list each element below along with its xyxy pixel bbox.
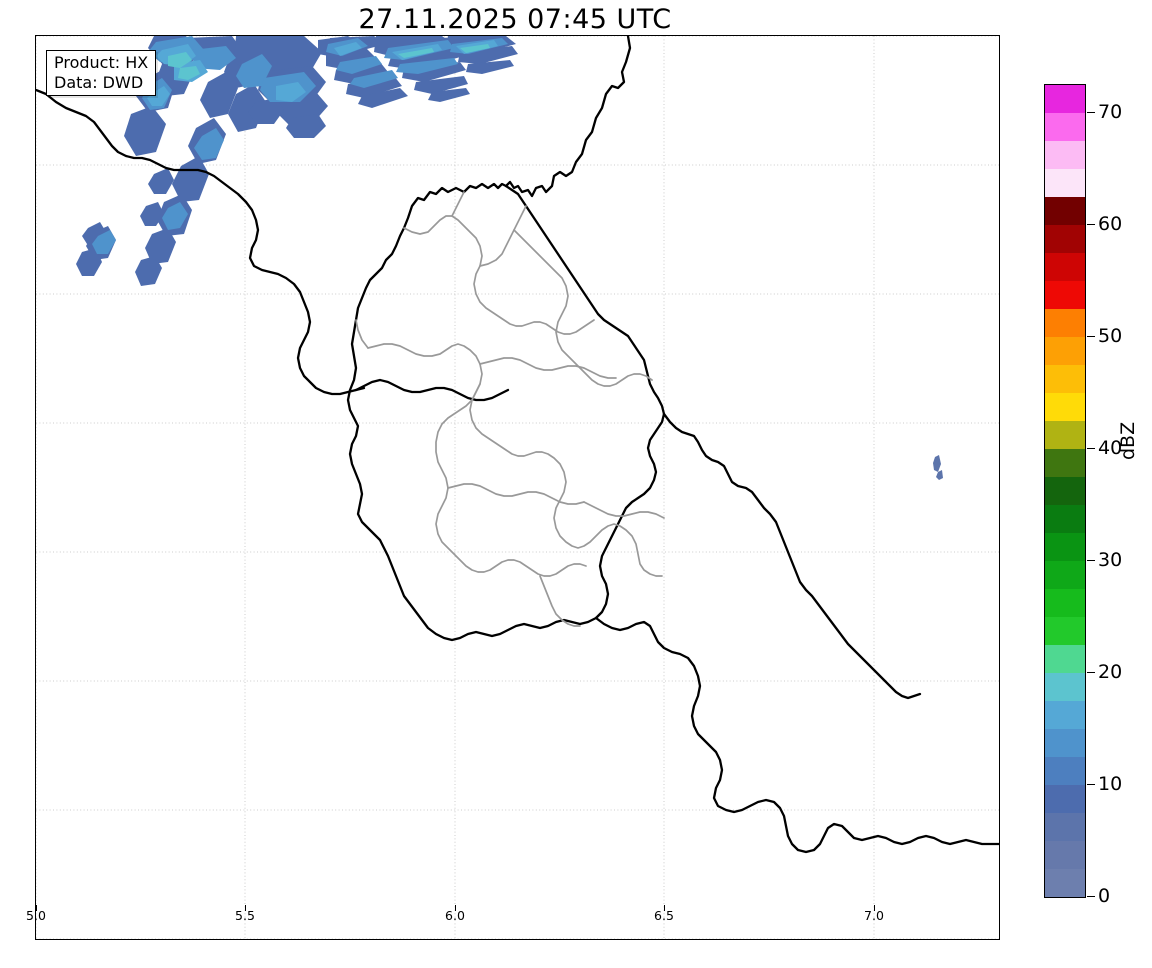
- colorbar-tick-label: 60: [1098, 213, 1123, 235]
- colorbar-tick-label: 20: [1098, 661, 1123, 683]
- colorbar-band: [1045, 869, 1085, 897]
- colorbar-band: [1045, 785, 1085, 813]
- colorbar: [1044, 84, 1086, 898]
- colorbar-tick-label: 10: [1098, 773, 1123, 795]
- colorbar-tick-label: 30: [1098, 549, 1123, 571]
- district-borders: [355, 191, 665, 627]
- colorbar-band: [1045, 169, 1085, 197]
- y-tick-mark: [35, 165, 36, 166]
- x-tick-label: 7.0: [864, 908, 884, 923]
- x-tick-mark: [245, 905, 246, 911]
- y-tick-mark: [35, 552, 36, 553]
- colorbar-tick-label: 0: [1098, 885, 1111, 907]
- colorbar-band: [1045, 729, 1085, 757]
- gridlines: [36, 36, 999, 939]
- colorbar-band: [1045, 589, 1085, 617]
- colorbar-band: [1045, 505, 1085, 533]
- colorbar-band: [1045, 197, 1085, 225]
- y-tick-mark: [35, 294, 36, 295]
- colorbar-band: [1045, 757, 1085, 785]
- y-tick-mark: [35, 810, 36, 811]
- y-tick-mark: [35, 937, 36, 938]
- colorbar-band: [1045, 617, 1085, 645]
- page-title: 27.11.2025 07:45 UTC: [358, 4, 672, 35]
- x-tick-label: 6.5: [654, 908, 674, 923]
- x-tick-label: 5.5: [235, 908, 255, 923]
- colorbar-tick-mark: [1087, 896, 1095, 898]
- x-tick-mark: [455, 905, 456, 911]
- colorbar-band: [1045, 141, 1085, 169]
- colorbar-band: [1045, 701, 1085, 729]
- colorbar-band: [1045, 813, 1085, 841]
- map-canvas: [36, 36, 999, 939]
- colorbar-band: [1045, 421, 1085, 449]
- colorbar-tick-mark: [1087, 112, 1095, 114]
- colorbar-tick-mark: [1087, 224, 1095, 226]
- colorbar-band: [1045, 673, 1085, 701]
- x-tick-mark: [664, 905, 665, 911]
- colorbar-tick-label: 70: [1098, 101, 1123, 123]
- y-tick-mark: [35, 681, 36, 682]
- y-tick-mark: [35, 36, 36, 37]
- colorbar-band: [1045, 477, 1085, 505]
- colorbar-tick-label: 40: [1098, 437, 1123, 459]
- x-tick-mark: [874, 905, 875, 911]
- colorbar-band: [1045, 253, 1085, 281]
- x-tick-label: 5.0: [26, 908, 46, 923]
- colorbar-band: [1045, 85, 1085, 113]
- colorbar-tick-mark: [1087, 336, 1095, 338]
- map-plot-area[interactable]: 50.4 50.2 50.0 49.8 49.6 49.4 49.2 49.0 …: [35, 35, 1000, 940]
- colorbar-tick-mark: [1087, 672, 1095, 674]
- colorbar-band: [1045, 645, 1085, 673]
- colorbar-band: [1045, 337, 1085, 365]
- info-box: Product: HX Data: DWD: [46, 50, 157, 97]
- colorbar-band: [1045, 309, 1085, 337]
- colorbar-band: [1045, 533, 1085, 561]
- colorbar-band: [1045, 393, 1085, 421]
- national-borders: [36, 36, 999, 854]
- colorbar-tick-mark: [1087, 784, 1095, 786]
- colorbar-band: [1045, 225, 1085, 253]
- colorbar-band: [1045, 449, 1085, 477]
- colorbar-band: [1045, 561, 1085, 589]
- colorbar-band: [1045, 841, 1085, 869]
- colorbar-tick-mark: [1087, 560, 1095, 562]
- colorbar-band: [1045, 365, 1085, 393]
- x-tick-mark: [36, 905, 37, 911]
- product-label: Product: HX: [54, 53, 149, 72]
- colorbar-tick-mark: [1087, 448, 1095, 450]
- colorbar-tick-label: 50: [1098, 325, 1123, 347]
- radar-echo-layer: [76, 36, 943, 480]
- y-tick-mark: [35, 423, 36, 424]
- colorbar-band: [1045, 113, 1085, 141]
- data-source-label: Data: DWD: [54, 72, 144, 92]
- x-tick-label: 6.0: [445, 908, 465, 923]
- colorbar-band: [1045, 281, 1085, 309]
